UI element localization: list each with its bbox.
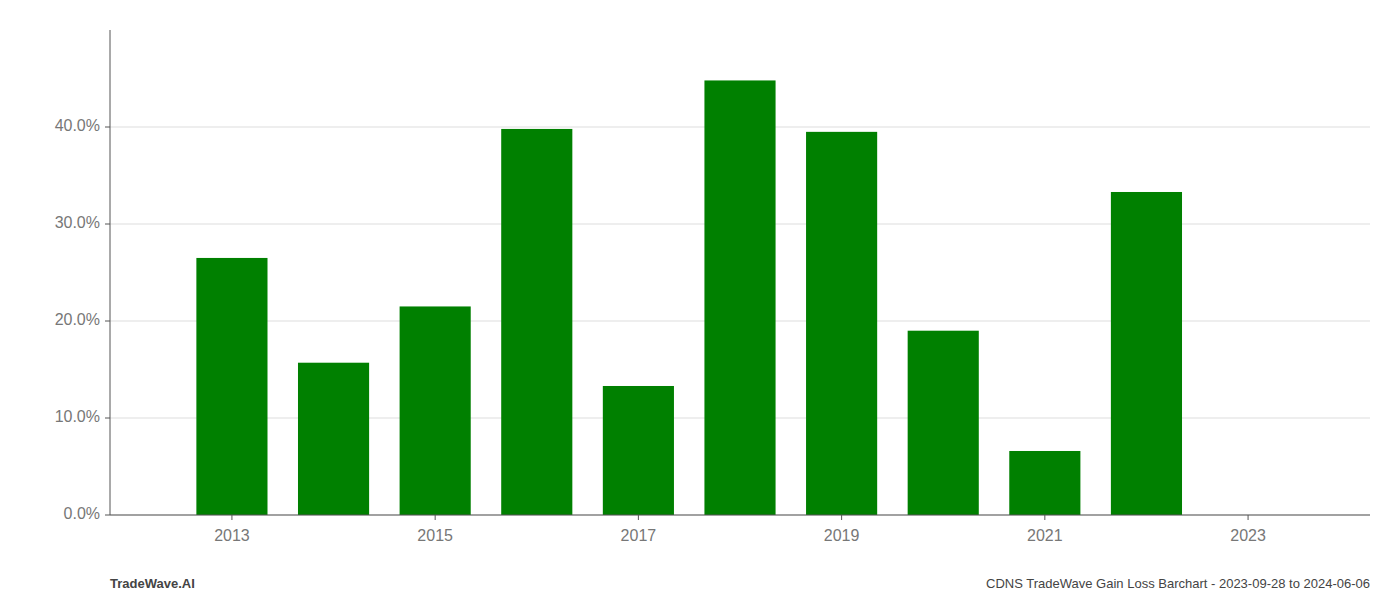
y-tick <box>105 224 110 225</box>
y-tick-label: 10.0% <box>55 408 100 425</box>
x-tick <box>638 515 639 520</box>
y-tick <box>105 321 110 322</box>
x-tick <box>1248 515 1249 520</box>
footer-left: TradeWave.AI <box>110 576 195 591</box>
bar <box>400 306 471 515</box>
y-tick-label: 30.0% <box>55 214 100 231</box>
x-tick-label: 2021 <box>1027 527 1063 544</box>
x-tick <box>231 515 232 520</box>
y-tick-label: 0.0% <box>64 505 100 522</box>
chart-container: 0.0% 10.0% 20.0% 30.0% 40.0% 2013 2015 2017 2019… <box>0 0 1400 600</box>
bar <box>603 386 674 515</box>
y-axis-line <box>110 30 111 515</box>
bar <box>908 331 979 515</box>
y-tick <box>105 515 110 516</box>
x-tick <box>435 515 436 520</box>
bar <box>1009 451 1080 515</box>
axes: 0.0% 10.0% 20.0% 30.0% 40.0% 2013 2015 2017 2019… <box>55 30 1370 544</box>
x-tick <box>841 515 842 520</box>
bar <box>298 363 369 515</box>
bar <box>806 132 877 515</box>
x-tick-label: 2023 <box>1230 527 1266 544</box>
x-tick-label: 2019 <box>824 527 860 544</box>
grid-line <box>110 515 1370 516</box>
x-tick-label: 2013 <box>214 527 250 544</box>
x-tick-label: 2015 <box>417 527 453 544</box>
x-axis-line <box>110 515 1370 516</box>
bar <box>1111 192 1182 515</box>
bar <box>501 129 572 515</box>
footer: TradeWave.AI CDNS TradeWave Gain Loss Bar… <box>110 576 1370 591</box>
bar <box>704 80 775 515</box>
x-tick <box>1044 515 1045 520</box>
bar <box>196 258 267 515</box>
chart: 0.0% 10.0% 20.0% 30.0% 40.0% 2013 2015 2017 2019… <box>0 0 1400 600</box>
y-tick-label: 40.0% <box>55 117 100 134</box>
bars <box>196 80 1182 515</box>
y-tick <box>105 127 110 128</box>
footer-right: CDNS TradeWave Gain Loss Barchart - 2023… <box>986 576 1370 591</box>
x-tick-label: 2017 <box>621 527 657 544</box>
y-tick <box>105 418 110 419</box>
y-tick-label: 20.0% <box>55 311 100 328</box>
